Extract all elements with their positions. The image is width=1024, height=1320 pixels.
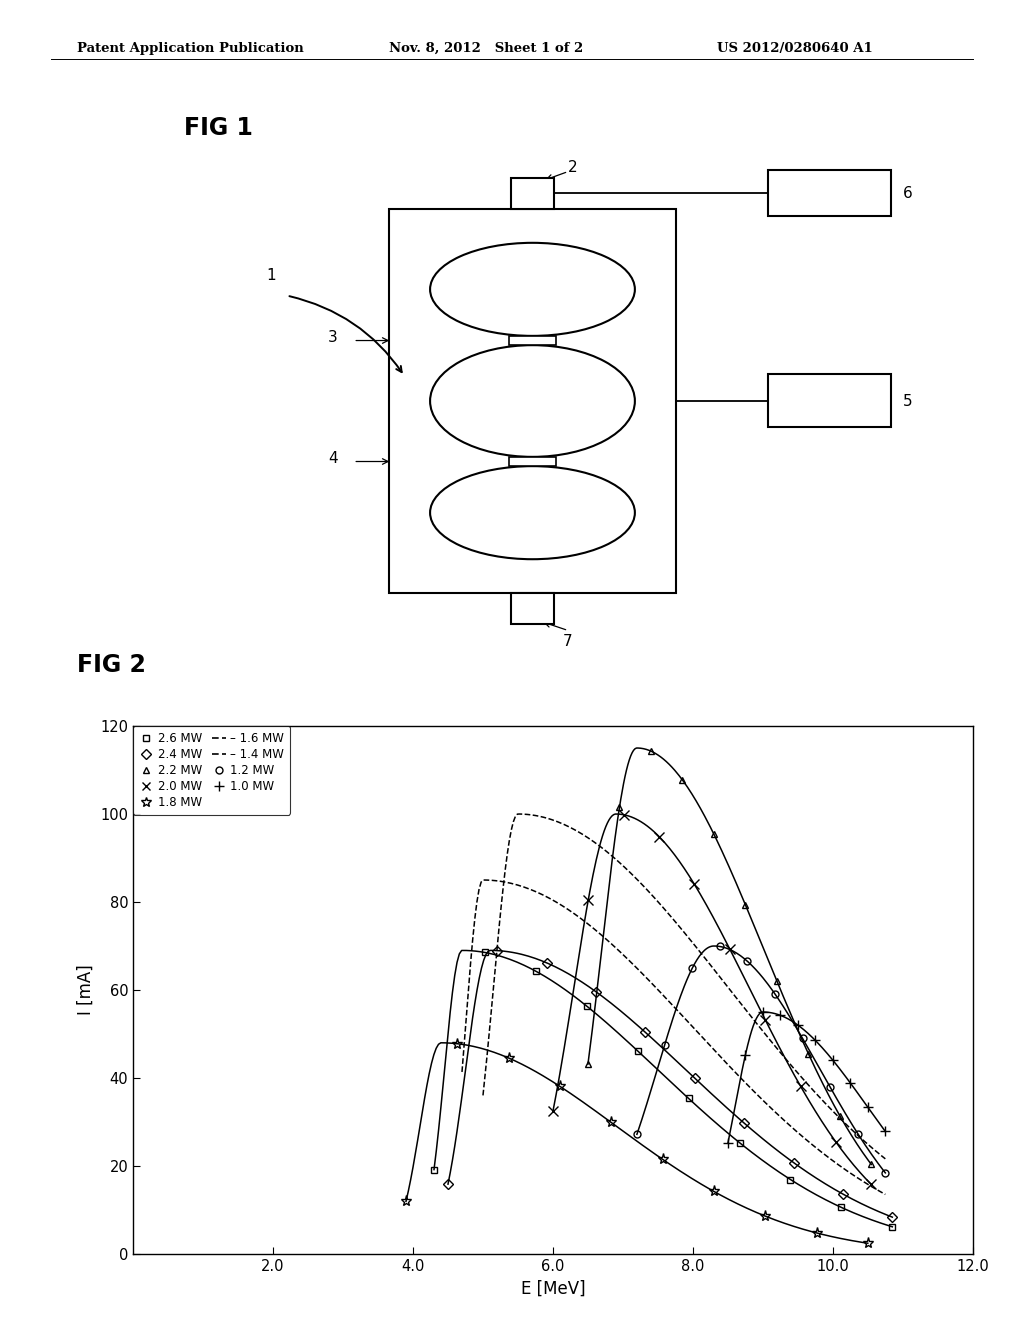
Bar: [768, 375, 891, 428]
Text: FIG 2: FIG 2: [77, 653, 145, 677]
Bar: [511, 594, 554, 624]
Text: US 2012/0280640 A1: US 2012/0280640 A1: [717, 42, 872, 55]
Text: 5: 5: [903, 393, 912, 408]
Y-axis label: I [mA]: I [mA]: [77, 965, 94, 1015]
Ellipse shape: [430, 466, 635, 560]
Text: 4: 4: [329, 451, 338, 466]
Text: 7: 7: [563, 634, 572, 648]
Text: 2: 2: [568, 160, 578, 174]
Bar: [511, 178, 554, 209]
X-axis label: E [MeV]: E [MeV]: [520, 1279, 586, 1298]
Text: FIG 1: FIG 1: [184, 116, 253, 140]
Bar: [510, 457, 555, 466]
Ellipse shape: [430, 346, 635, 457]
Bar: [768, 170, 891, 216]
Ellipse shape: [430, 243, 635, 335]
Legend: 2.6 MW, 2.4 MW, 2.2 MW, 2.0 MW, 1.8 MW, – 1.6 MW, – 1.4 MW, 1.2 MW, 1.0 MW: 2.6 MW, 2.4 MW, 2.2 MW, 2.0 MW, 1.8 MW, …: [133, 726, 290, 814]
Text: 1: 1: [266, 268, 275, 282]
Bar: [389, 209, 676, 593]
Text: 3: 3: [328, 330, 338, 345]
Text: Patent Application Publication: Patent Application Publication: [77, 42, 303, 55]
Text: 6: 6: [903, 186, 913, 201]
Text: Nov. 8, 2012   Sheet 1 of 2: Nov. 8, 2012 Sheet 1 of 2: [389, 42, 584, 55]
Bar: [510, 335, 555, 346]
